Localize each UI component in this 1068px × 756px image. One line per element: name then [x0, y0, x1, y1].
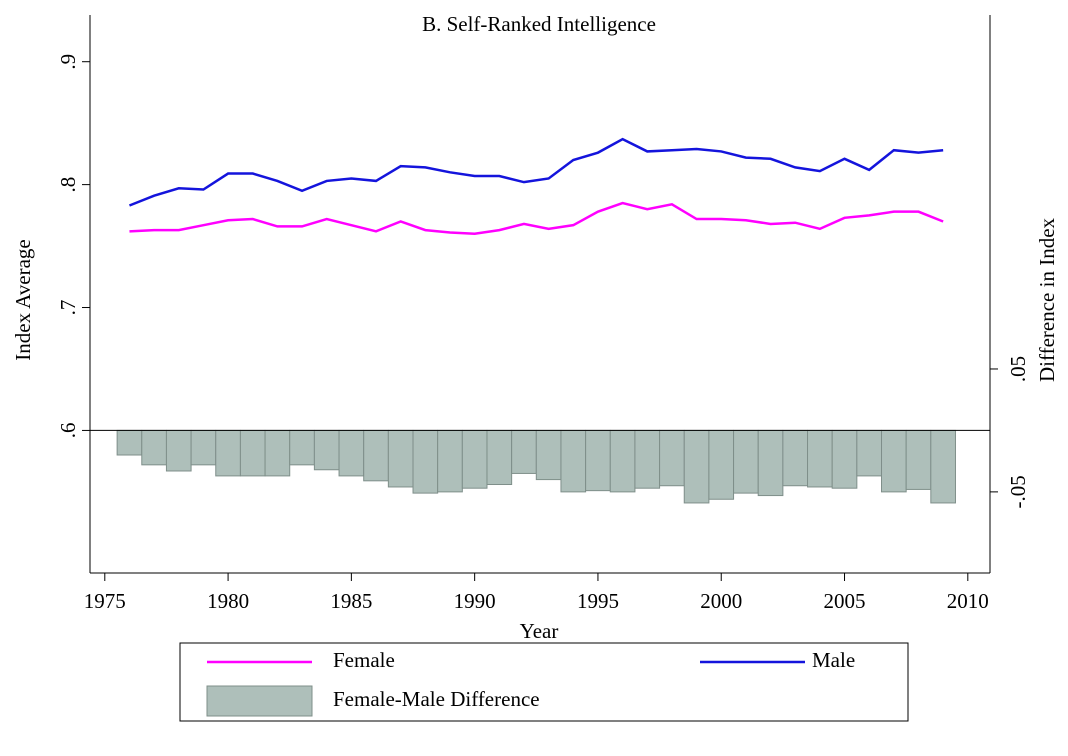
bar — [412, 429, 439, 494]
bar — [363, 429, 389, 482]
bar — [215, 429, 241, 477]
x-tick-label: 1990 — [454, 589, 496, 613]
bar — [313, 429, 340, 471]
line-series — [128, 137, 944, 207]
bar — [511, 429, 537, 474]
bar — [905, 429, 932, 490]
legend-label: Female — [333, 648, 395, 672]
bar — [585, 429, 611, 492]
bar — [708, 429, 735, 500]
bar — [338, 429, 365, 477]
bar — [165, 429, 192, 472]
bar — [264, 429, 291, 477]
bar — [437, 429, 463, 493]
bar — [461, 429, 488, 489]
bar — [757, 429, 784, 497]
bar — [733, 429, 759, 494]
line-series — [129, 201, 944, 236]
bar — [881, 429, 907, 493]
bar — [831, 429, 858, 489]
bar — [289, 429, 315, 466]
bar — [609, 429, 636, 493]
bar — [683, 429, 710, 504]
x-axis-label: Year — [520, 619, 559, 643]
bar — [807, 429, 833, 488]
bar — [930, 429, 956, 504]
bar — [486, 429, 513, 486]
legend-box — [179, 642, 909, 722]
bar — [782, 429, 809, 487]
bar — [535, 429, 562, 481]
y-tick-label: .6 — [56, 423, 80, 439]
y2-tick-label: .05 — [1006, 356, 1030, 382]
bar — [560, 429, 587, 493]
x-tick-label: 1975 — [84, 589, 126, 613]
y-tick-label: .8 — [56, 177, 80, 193]
chart-title: B. Self-Ranked Intelligence — [422, 12, 656, 36]
bar — [239, 429, 266, 477]
legend-swatch — [206, 685, 313, 717]
bar — [116, 429, 143, 456]
legend-label: Male — [812, 648, 855, 672]
x-tick-label: 2010 — [947, 589, 989, 613]
bar — [387, 429, 414, 488]
x-tick-label: 1985 — [330, 589, 372, 613]
y2-tick-label: -.05 — [1006, 475, 1030, 508]
x-tick-label: 1980 — [207, 589, 249, 613]
y2-axis-label: Difference in Index — [1035, 217, 1059, 382]
bar — [856, 429, 883, 477]
legend-label: Female-Male Difference — [333, 687, 540, 711]
x-tick-label: 2005 — [824, 589, 866, 613]
y-axis-label: Index Average — [11, 239, 35, 360]
bar — [141, 429, 167, 466]
y-tick-label: .7 — [56, 300, 80, 316]
y-tick-label: .9 — [56, 54, 80, 70]
bar — [659, 429, 685, 487]
bar — [190, 429, 217, 466]
bar — [634, 429, 661, 489]
x-tick-label: 1995 — [577, 589, 619, 613]
x-tick-label: 2000 — [700, 589, 742, 613]
